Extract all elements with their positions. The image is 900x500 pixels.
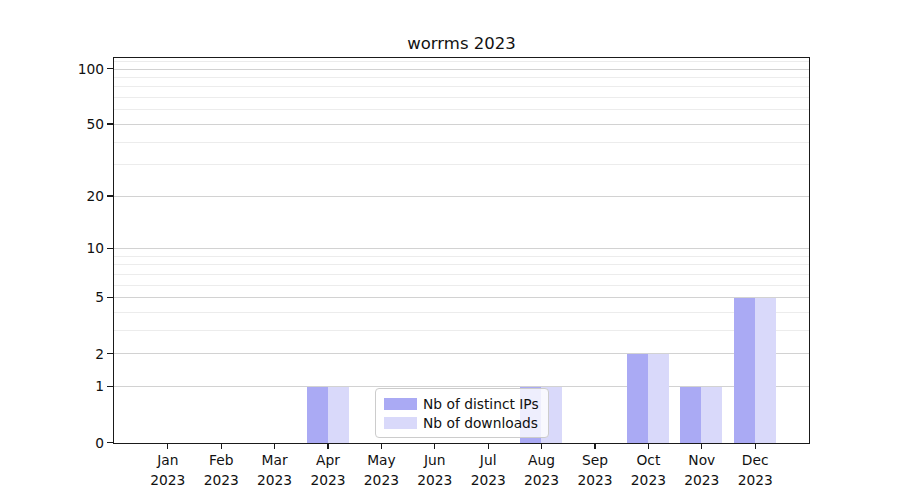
y-tick-mark-5 [107,297,113,298]
x-tick-label-dec: Dec2023 [710,450,800,490]
y-tick-label-20: 20 [0,187,104,205]
major-gridline-2 [114,353,809,354]
minor-gridline-7 [114,274,809,275]
minor-gridline-90 [114,77,809,78]
major-gridline-50 [114,124,809,125]
major-gridline-100 [114,69,809,70]
legend-label-distinct-ips: Nb of distinct IPs [423,396,539,412]
bar-downloads-nov [701,387,722,443]
bar-distinct-ips-dec [734,298,755,443]
bar-distinct-ips-oct [627,354,648,443]
minor-gridline-6 [114,285,809,286]
y-tick-label-2: 2 [0,345,104,363]
y-tick-mark-0 [107,442,113,443]
y-tick-mark-1 [107,386,113,387]
legend-swatch-downloads [384,417,417,429]
y-tick-mark-2 [107,353,113,354]
y-tick-label-5: 5 [0,288,104,306]
x-tick-mark-sep [594,444,595,449]
x-tick-mark-apr [327,444,328,449]
legend-item-distinct-ips: Nb of distinct IPs [384,394,539,413]
chart-title: worrms 2023 [113,33,810,55]
bar-downloads-dec [755,298,776,443]
minor-gridline-9 [114,256,809,257]
minor-gridline-110 [114,61,809,62]
bar-downloads-oct [648,354,669,443]
y-tick-label-1: 1 [0,377,104,395]
y-tick-mark-20 [107,195,113,196]
x-tick-mark-feb [221,444,222,449]
y-tick-label-50: 50 [0,115,104,133]
y-tick-label-100: 100 [0,60,104,78]
minor-gridline-60 [114,109,809,110]
x-tick-mark-aug [541,444,542,449]
major-gridline-20 [114,196,809,197]
x-tick-mark-oct [648,444,649,449]
legend-item-downloads: Nb of downloads [384,413,539,432]
bar-downloads-apr [328,387,349,443]
minor-gridline-4 [114,312,809,313]
x-tick-mark-jul [488,444,489,449]
minor-gridline-8 [114,264,809,265]
x-tick-mark-mar [274,444,275,449]
major-gridline-10 [114,248,809,249]
plot-area: Nb of distinct IPs Nb of downloads [113,57,810,444]
y-tick-label-10: 10 [0,239,104,257]
y-tick-mark-10 [107,248,113,249]
x-tick-mark-dec [755,444,756,449]
major-gridline-5 [114,297,809,298]
minor-gridline-3 [114,330,809,331]
x-tick-mark-jan [167,444,168,449]
y-tick-mark-50 [107,123,113,124]
chart-figure: worrms 2023 Nb of distinct IPs Nb of dow… [0,0,900,500]
legend-swatch-distinct-ips [384,398,417,410]
x-tick-month: Dec [710,450,800,470]
x-tick-year: 2023 [710,470,800,490]
minor-gridline-40 [114,142,809,143]
minor-gridline-80 [114,86,809,87]
bar-distinct-ips-nov [680,387,701,443]
legend-label-downloads: Nb of downloads [423,415,538,431]
minor-gridline-30 [114,164,809,165]
x-tick-mark-nov [701,444,702,449]
y-tick-mark-100 [107,68,113,69]
minor-gridline-70 [114,97,809,98]
bar-distinct-ips-apr [307,387,328,443]
x-tick-mark-jun [434,444,435,449]
legend: Nb of distinct IPs Nb of downloads [375,388,549,438]
x-tick-mark-may [381,444,382,449]
y-tick-label-0: 0 [0,434,104,452]
